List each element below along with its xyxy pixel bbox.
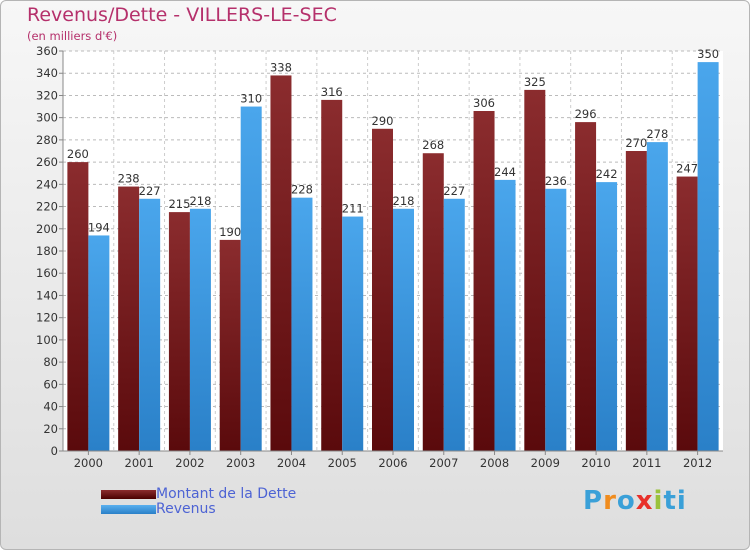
data-label: 236 — [545, 174, 567, 188]
data-label: 325 — [524, 75, 546, 89]
y-tick-label: 0 — [51, 444, 58, 458]
x-tick-label: 2000 — [74, 456, 103, 470]
chart-title: Revenus/Dette - VILLERS-LE-SEC — [27, 4, 337, 26]
data-label: 242 — [596, 167, 618, 181]
data-label: 290 — [372, 114, 394, 128]
y-tick-label: 160 — [36, 266, 58, 280]
bar-revenus — [697, 62, 719, 451]
data-label: 228 — [291, 183, 313, 197]
x-tick-label: 2011 — [632, 456, 661, 470]
data-label: 338 — [270, 60, 292, 74]
bar-revenus — [545, 188, 567, 451]
y-tick-label: 80 — [43, 355, 58, 369]
bar-revenus — [596, 182, 618, 451]
data-label: 211 — [342, 202, 364, 216]
data-label: 194 — [88, 220, 110, 234]
data-label: 244 — [494, 165, 516, 179]
x-tick-label: 2002 — [175, 456, 204, 470]
bar-revenus — [342, 216, 364, 451]
legend-label-revenus: Revenus — [156, 501, 216, 517]
y-tick-label: 340 — [36, 66, 58, 80]
bar-dette — [524, 89, 546, 451]
x-tick-label: 2009 — [531, 456, 560, 470]
bar-revenus — [240, 106, 262, 452]
x-tick-label: 2006 — [378, 456, 407, 470]
bar-dette — [321, 99, 343, 451]
bar-dette — [219, 239, 241, 451]
data-label: 218 — [393, 194, 415, 208]
x-tick-label: 2005 — [328, 456, 357, 470]
data-label: 306 — [473, 96, 495, 110]
y-tick-label: 100 — [36, 333, 58, 347]
bar-dette — [625, 151, 647, 451]
data-label: 310 — [240, 92, 262, 106]
bar-revenus — [88, 235, 110, 451]
data-label: 316 — [321, 85, 343, 99]
bar-revenus — [443, 198, 465, 451]
bar-revenus — [393, 208, 414, 451]
y-tick-label: 40 — [43, 400, 58, 414]
data-label: 215 — [168, 197, 190, 211]
bar-dette — [473, 111, 495, 451]
bar-dette — [270, 75, 292, 451]
axes: 0 20 40 60 80 100 120 140 160 180 200 220 240 260 280 3… — [36, 44, 723, 470]
data-label: 227 — [443, 184, 465, 198]
x-tick-label: 2008 — [480, 456, 509, 470]
y-tick-label: 280 — [36, 133, 58, 147]
bar-dette — [168, 212, 190, 451]
data-label: 268 — [422, 138, 444, 152]
data-label: 350 — [697, 47, 719, 61]
bar-dette — [575, 122, 597, 451]
x-tick-label: 2001 — [125, 456, 154, 470]
y-tick-label: 220 — [36, 200, 58, 214]
bar-revenus — [646, 142, 668, 451]
data-label: 247 — [676, 162, 698, 176]
bar-revenus — [291, 197, 313, 451]
bar-dette — [422, 153, 444, 451]
y-tick-label: 20 — [43, 422, 58, 436]
y-tick-label: 360 — [36, 44, 58, 58]
data-label: 260 — [67, 147, 89, 161]
bar-dette — [372, 128, 393, 451]
x-tick-label: 2012 — [683, 456, 712, 470]
bar-revenus — [139, 198, 161, 451]
x-tick-label: 2004 — [277, 456, 306, 470]
x-tick-label: 2003 — [226, 456, 255, 470]
legend-label-dette: Montant de la Dette — [156, 486, 297, 502]
y-tick-label: 200 — [36, 222, 58, 236]
y-tick-label: 260 — [36, 155, 58, 169]
y-tick-label: 120 — [36, 311, 58, 325]
chart-subtitle: (en milliers d'€) — [27, 29, 118, 43]
data-label: 218 — [189, 194, 211, 208]
x-tick-label: 2007 — [429, 456, 458, 470]
bar-dette — [118, 186, 140, 452]
data-label: 270 — [625, 136, 647, 150]
x-tick-label: 2010 — [581, 456, 610, 470]
y-tick-label: 140 — [36, 288, 58, 302]
bar-dette — [67, 162, 89, 451]
y-tick-label: 240 — [36, 177, 58, 191]
bar-revenus — [189, 208, 211, 451]
proxiti-logo: Proxiti — [583, 486, 687, 516]
data-label: 190 — [219, 225, 241, 239]
data-label: 278 — [646, 127, 668, 141]
y-tick-label: 180 — [36, 244, 58, 258]
data-label: 227 — [139, 184, 161, 198]
y-tick-label: 320 — [36, 88, 58, 102]
legend-swatch-revenus — [101, 505, 156, 514]
bars — [67, 62, 719, 452]
data-label: 296 — [575, 107, 597, 121]
bar-revenus — [494, 179, 516, 451]
data-label: 238 — [118, 172, 140, 186]
legend-swatch-dette — [101, 490, 156, 499]
y-tick-label: 300 — [36, 111, 58, 125]
y-tick-label: 60 — [43, 377, 58, 391]
bar-dette — [676, 176, 698, 452]
